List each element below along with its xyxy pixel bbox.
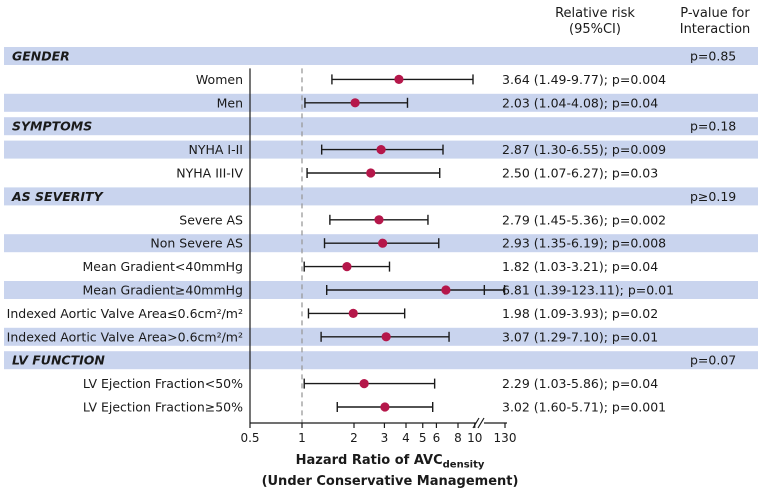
relative-risk-value: 1.82 (1.03-3.21); p=0.04 — [502, 259, 658, 274]
hr-point — [366, 168, 376, 178]
x-axis-title-line2: (Under Conservative Management) — [261, 473, 519, 489]
row-band — [4, 47, 758, 65]
relative-risk-value: 2.29 (1.03-5.86); p=0.04 — [502, 376, 658, 391]
p-interaction-header-line1: P-value for — [680, 6, 750, 21]
axis-break-mark — [477, 417, 485, 429]
p-interaction-value: p≥0.19 — [690, 189, 736, 204]
hr-point — [381, 332, 391, 342]
relative-risk-value: 2.87 (1.30-6.55); p=0.009 — [502, 142, 666, 157]
x-tick-label: 6 — [433, 431, 441, 445]
relative-risk-header-line2: (95%CI) — [569, 22, 621, 37]
hr-point — [348, 308, 358, 318]
hr-point — [342, 262, 352, 272]
group-label: GENDER — [12, 49, 70, 64]
p-interaction-value: p=0.07 — [690, 353, 736, 368]
group-label: SYMPTOMS — [12, 119, 92, 134]
relative-risk-value: 1.98 (1.09-3.93); p=0.02 — [502, 306, 658, 321]
x-tick-label: 130 — [494, 431, 517, 445]
relative-risk-header: Relative risk (95%CI) — [540, 6, 650, 38]
p-interaction-header: P-value for Interaction — [670, 6, 760, 38]
relative-risk-value: 2.79 (1.45-5.36); p=0.002 — [502, 212, 666, 227]
relative-risk-value: 3.64 (1.49-9.77); p=0.004 — [502, 72, 666, 87]
hr-point — [378, 238, 388, 248]
relative-risk-value: 6.81 (1.39-123.11); p=0.01 — [502, 283, 674, 298]
subgroup-label: Indexed Aortic Valve Area≤0.6cm²/m² — [7, 306, 243, 321]
subgroup-label: NYHA III-IV — [176, 166, 243, 181]
x-axis-title-main: Hazard Ratio of AVC — [295, 453, 443, 468]
relative-risk-value: 2.93 (1.35-6.19); p=0.008 — [502, 236, 666, 251]
p-interaction-value: p=0.85 — [690, 49, 736, 64]
hr-point — [350, 98, 360, 108]
relative-risk-value: 3.07 (1.29-7.10); p=0.01 — [502, 329, 658, 344]
row-band — [4, 187, 758, 206]
subgroup-label: LV Ejection Fraction<50% — [83, 376, 243, 391]
group-label: AS SEVERITY — [11, 189, 105, 204]
row-band — [4, 117, 758, 136]
x-tick-label: 10 — [467, 431, 482, 445]
hr-point — [380, 402, 390, 412]
relative-risk-value: 2.50 (1.07-6.27); p=0.03 — [502, 166, 658, 181]
subgroup-label: LV Ejection Fraction≥50% — [83, 400, 243, 415]
x-axis-title: Hazard Ratio of AVCdensity (Under Conser… — [230, 453, 550, 490]
subgroup-label: Non Severe AS — [150, 236, 243, 251]
subgroup-label: Women — [196, 72, 243, 87]
subgroup-label: Mean Gradient≥40mmHg — [82, 283, 243, 298]
hr-point — [376, 145, 386, 155]
subgroup-label: Severe AS — [179, 212, 243, 227]
relative-risk-header-line1: Relative risk — [555, 6, 635, 21]
row-band — [4, 351, 758, 370]
subgroup-label: Indexed Aortic Valve Area>0.6cm²/m² — [7, 329, 243, 344]
subgroup-label: Mean Gradient<40mmHg — [82, 259, 243, 274]
hr-point — [359, 379, 369, 389]
p-interaction-value: p=0.18 — [690, 119, 736, 134]
x-tick-label: 3 — [381, 431, 389, 445]
x-tick-label: 4 — [402, 431, 410, 445]
p-interaction-header-line2: Interaction — [679, 22, 751, 37]
relative-risk-value: 2.03 (1.04-4.08); p=0.04 — [502, 95, 658, 110]
subgroup-label: NYHA I-II — [189, 142, 243, 157]
subgroup-label: Men — [217, 95, 243, 110]
group-label: LV FUNCTION — [12, 353, 105, 368]
hr-point — [394, 74, 404, 84]
x-tick-label: 0.5 — [240, 431, 259, 445]
x-tick-label: 8 — [454, 431, 462, 445]
x-tick-label: 2 — [350, 431, 358, 445]
hr-point — [374, 215, 384, 225]
hr-point — [441, 285, 451, 295]
x-tick-label: 5 — [419, 431, 427, 445]
x-tick-label: 1 — [298, 431, 306, 445]
x-axis-title-subscript: density — [442, 459, 485, 471]
relative-risk-value: 3.02 (1.60-5.71); p=0.001 — [502, 400, 666, 415]
axis-break-mark — [472, 417, 480, 429]
